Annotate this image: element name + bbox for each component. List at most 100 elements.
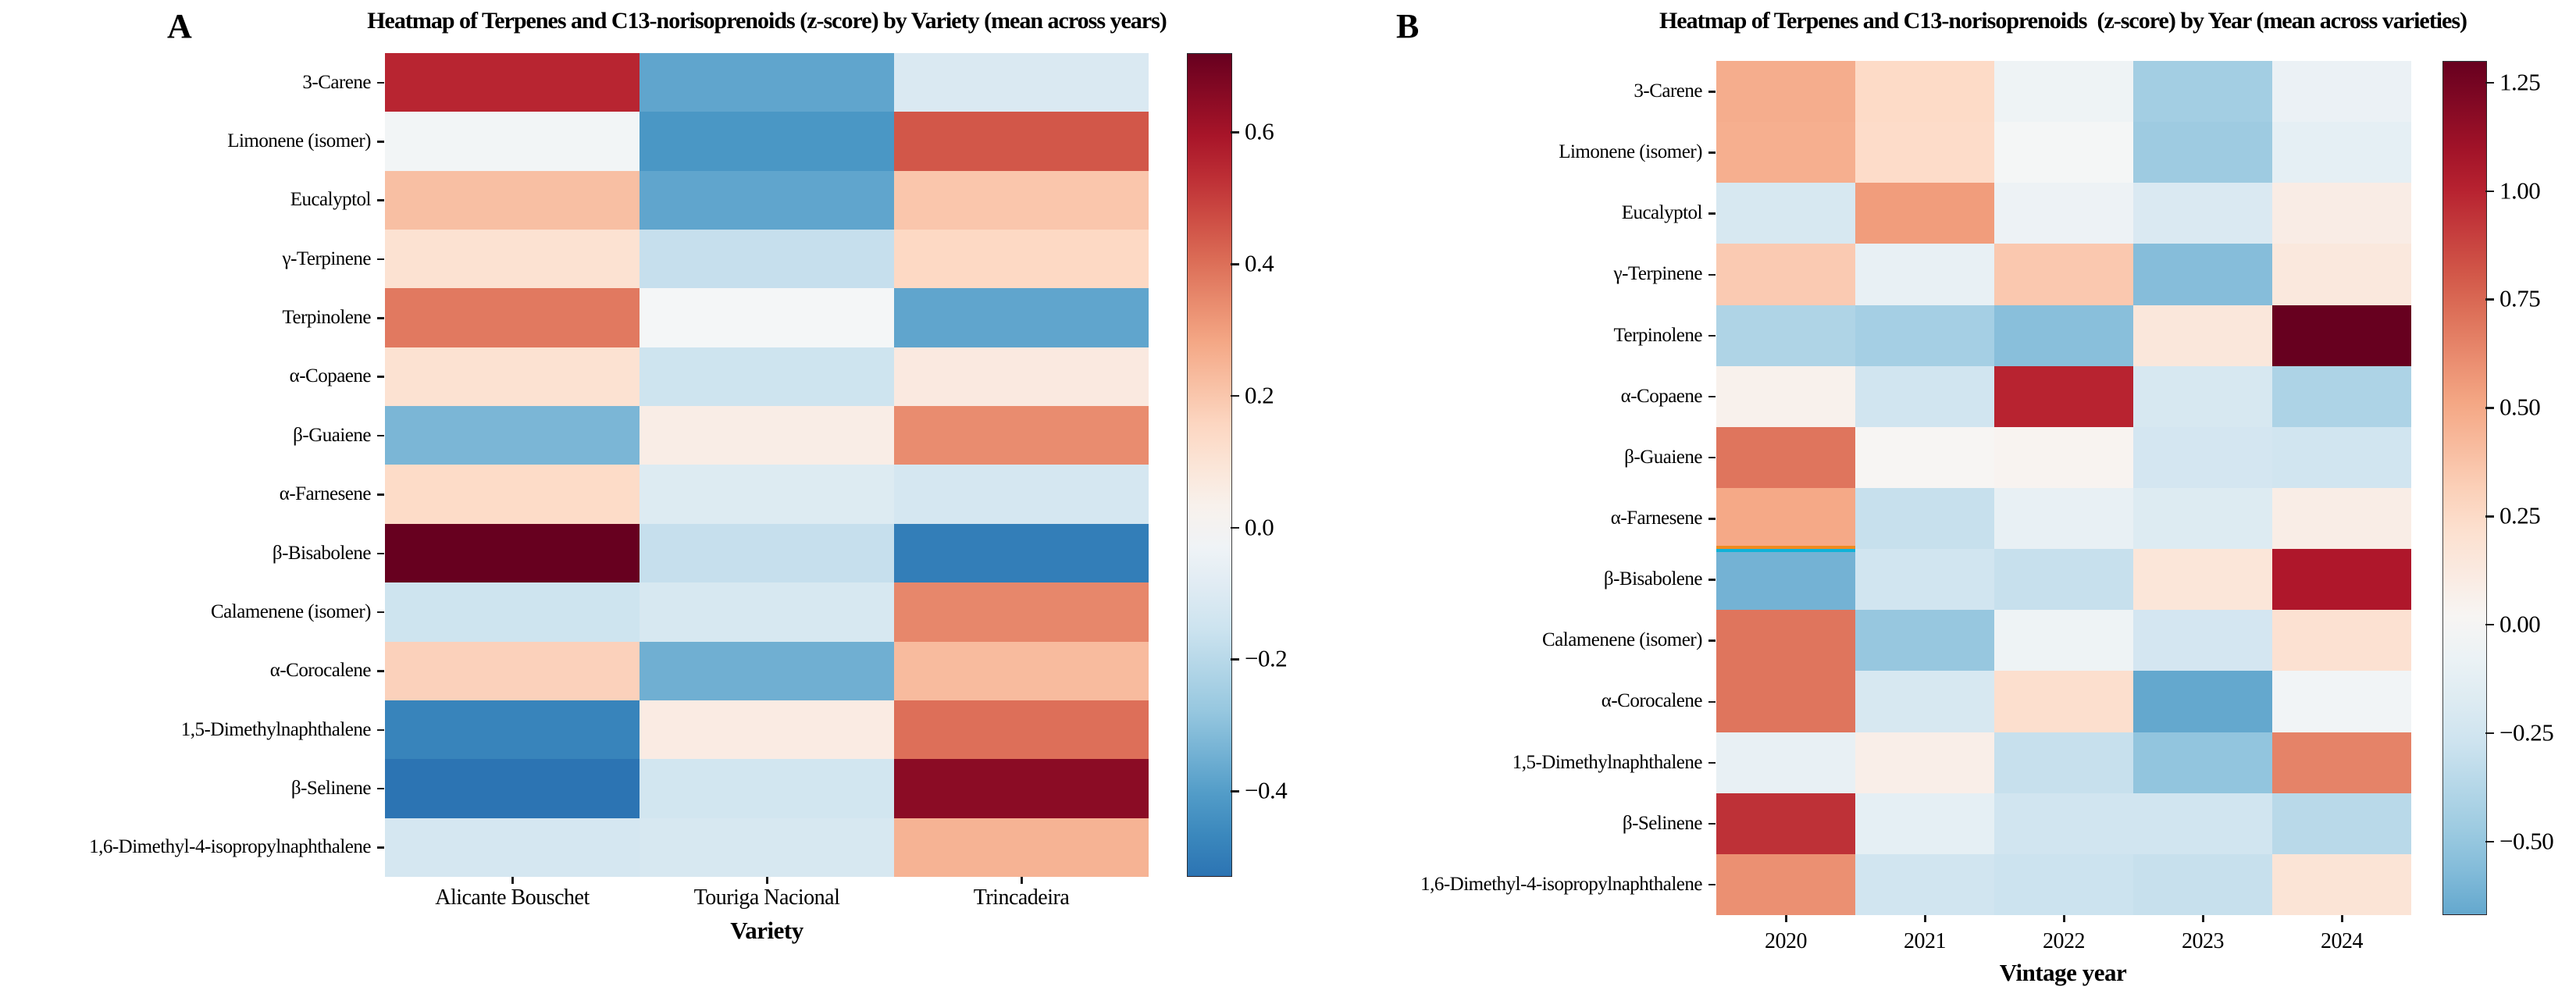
y-axis-label: β-Guaiene — [1624, 446, 1702, 468]
heatmap-cell — [385, 347, 640, 407]
heatmap-cell — [385, 465, 640, 524]
heatmap-cell — [1716, 244, 1855, 305]
heatmap-cell — [2133, 183, 2272, 244]
axis-tick — [2202, 915, 2204, 922]
panel-a-heatmap — [385, 53, 1149, 877]
heatmap-cell — [1855, 365, 1994, 427]
heatmap-cell — [1716, 488, 1855, 550]
heatmap-cell — [1716, 549, 1855, 611]
axis-tick — [1708, 518, 1716, 520]
axis-tick — [1708, 883, 1716, 886]
heatmap-cell — [385, 406, 640, 465]
y-axis-label: α-Copaene — [1620, 385, 1703, 407]
y-axis-label: β-Selinene — [290, 777, 372, 799]
heatmap-cell — [2272, 793, 2411, 854]
heatmap-cell — [1855, 244, 1994, 305]
axis-tick — [2485, 732, 2494, 735]
y-axis-label: γ-Terpinene — [1613, 263, 1703, 285]
axis-tick — [2485, 840, 2494, 843]
heatmap-cell — [1716, 61, 1855, 123]
heatmap-cell — [640, 230, 894, 289]
heatmap-cell — [2133, 853, 2272, 915]
y-axis-label: β-Bisabolene — [1603, 568, 1703, 590]
axis-tick — [1708, 334, 1716, 337]
heatmap-cell — [385, 230, 640, 289]
x-axis-label: 2024 — [2321, 929, 2364, 953]
heatmap-cell — [1855, 122, 1994, 183]
heatmap-cell — [894, 170, 1149, 230]
panel-b-xaxis-title: Vintage year — [1999, 959, 2127, 986]
heatmap-cell — [640, 406, 894, 465]
heatmap-cell — [894, 582, 1149, 642]
axis-tick — [511, 877, 514, 884]
axis-tick — [766, 877, 768, 884]
heatmap-cell — [2133, 365, 2272, 427]
heatmap-cell — [894, 818, 1149, 877]
heatmap-cell — [894, 406, 1149, 465]
heatmap-cell — [1994, 183, 2133, 244]
heatmap-cell — [1716, 610, 1855, 671]
heatmap-cell — [1716, 732, 1855, 793]
heatmap-cell — [2133, 61, 2272, 123]
heatmap-cell — [2272, 61, 2411, 123]
x-axis-label: Alicante Bouschet — [435, 885, 590, 910]
axis-tick — [1708, 700, 1716, 703]
heatmap-cell — [385, 288, 640, 347]
x-axis-label: 2020 — [1765, 929, 1808, 953]
heatmap-cell — [894, 759, 1149, 818]
axis-tick — [377, 552, 384, 555]
heatmap-cell — [1716, 671, 1855, 732]
y-axis-label: 1,6-Dimethyl-4-isopropylnaphthalene — [89, 836, 371, 858]
axis-tick — [1708, 395, 1716, 398]
y-axis-label: α-Corocalene — [1601, 690, 1703, 712]
heatmap-cell — [640, 170, 894, 230]
axis-tick — [2485, 407, 2494, 409]
heatmap-cell — [2133, 122, 2272, 183]
axis-tick — [377, 317, 384, 319]
axis-tick — [377, 493, 384, 496]
colorbar-tick-label: −0.2 — [1245, 644, 1288, 672]
heatmap-cell — [1994, 549, 2133, 611]
heatmap-cell — [2272, 488, 2411, 550]
heatmap-cell — [1855, 549, 1994, 611]
heatmap-cell — [640, 112, 894, 171]
heatmap-cell — [1994, 122, 2133, 183]
artifact-stripe — [1716, 546, 1855, 553]
heatmap-cell — [640, 288, 894, 347]
heatmap-cell — [640, 818, 894, 877]
axis-tick — [377, 787, 384, 790]
heatmap-cell — [2133, 671, 2272, 732]
panel-b-x-axis-labels: 2020 2021 2022 2023 2024 — [1716, 929, 2411, 954]
axis-tick — [2485, 623, 2494, 626]
axis-tick — [1231, 263, 1239, 265]
heatmap-cell — [2133, 488, 2272, 550]
heatmap-cell — [1716, 793, 1855, 854]
heatmap-cell — [2272, 305, 2411, 366]
x-axis-label: 2021 — [1904, 929, 1947, 953]
axis-tick — [1231, 658, 1239, 661]
heatmap-cell — [1855, 61, 1994, 123]
axis-tick — [1708, 761, 1716, 764]
heatmap-cell — [2133, 244, 2272, 305]
axis-tick — [2485, 515, 2494, 518]
heatmap-cell — [894, 112, 1149, 171]
heatmap-cell — [2272, 610, 2411, 671]
axis-tick — [377, 670, 384, 672]
colorbar-tick-label: 0.25 — [2499, 501, 2541, 529]
y-axis-label: γ-Terpinene — [282, 248, 372, 269]
y-axis-label: 1,5-Dimethylnaphthalene — [180, 718, 372, 740]
axis-tick — [1785, 915, 1787, 922]
axis-tick — [1708, 91, 1716, 93]
panel-b-label: B — [1396, 7, 1419, 45]
y-axis-label: Eucalyptol — [1621, 202, 1703, 224]
axis-tick — [377, 199, 384, 201]
axis-tick — [1708, 456, 1716, 459]
panel-b-heatmap — [1716, 61, 2411, 915]
heatmap-cell — [1994, 488, 2133, 550]
colorbar-tick-label: −0.4 — [1245, 776, 1288, 804]
heatmap-cell — [640, 641, 894, 700]
heatmap-cell — [1994, 793, 2133, 854]
colorbar-tick-label: 0.2 — [1245, 381, 1274, 409]
panel-b-colorbar — [2442, 61, 2487, 915]
panel-b-title: Heatmap of Terpenes and C13-norisoprenoi… — [1659, 8, 2467, 34]
